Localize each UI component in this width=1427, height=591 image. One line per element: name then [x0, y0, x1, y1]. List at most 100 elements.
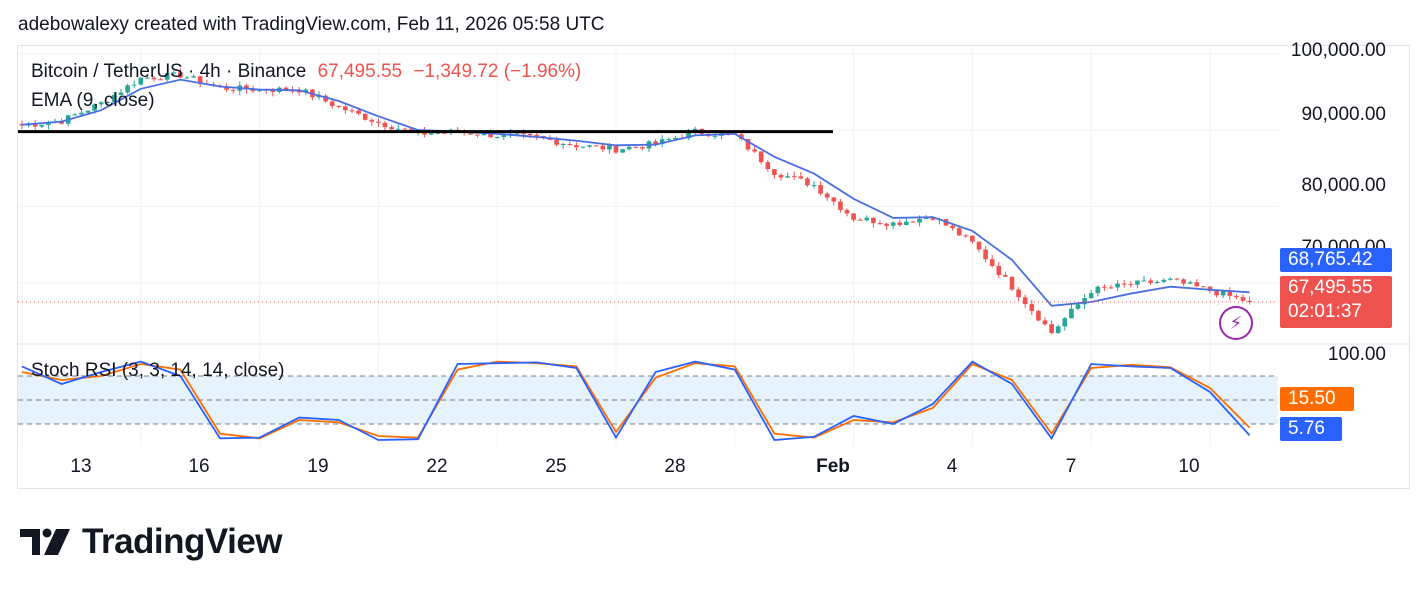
- candle-up: [1135, 280, 1140, 285]
- price-tick-80000: 80,000.00: [1301, 175, 1386, 196]
- time-tick: 19: [307, 456, 329, 477]
- candle-down: [567, 143, 573, 146]
- candle-up: [125, 85, 130, 93]
- candle-down: [1003, 275, 1008, 277]
- candle-down: [1029, 304, 1035, 311]
- candle-up: [587, 145, 592, 147]
- candle-down: [32, 124, 38, 127]
- lightning-icon[interactable]: ⚡: [1219, 306, 1253, 340]
- ema-layer: [21, 78, 1250, 307]
- candle-down: [758, 151, 764, 163]
- candle-down: [1108, 287, 1114, 289]
- candle-down: [1049, 324, 1054, 333]
- candle-down: [976, 241, 982, 250]
- stoch-rsi-legend[interactable]: Stoch RSI (3, 3, 14, 14, close): [31, 360, 285, 381]
- candle-down: [362, 113, 368, 120]
- candle-up: [79, 112, 84, 115]
- candle-down: [1016, 289, 1021, 298]
- candle-down: [250, 89, 256, 92]
- candle-up: [1115, 283, 1120, 288]
- candle-down: [244, 85, 249, 90]
- candle-down: [369, 119, 375, 122]
- candle-up: [1161, 279, 1167, 282]
- candle-down: [996, 265, 1002, 276]
- candle-down: [376, 121, 381, 123]
- candle-down: [600, 145, 606, 150]
- candle-up: [395, 128, 401, 130]
- candle-down: [1174, 278, 1180, 280]
- candle-up: [184, 77, 190, 79]
- candle-up: [923, 218, 929, 220]
- candle-down: [382, 122, 388, 128]
- candle-up: [131, 84, 137, 86]
- candle-down: [1201, 286, 1206, 288]
- ema-line: [21, 78, 1250, 307]
- candle-down: [1207, 286, 1213, 291]
- candle-up: [673, 137, 678, 140]
- chart-frame: [17, 45, 1410, 489]
- candle-down: [725, 132, 731, 134]
- candle-down: [613, 145, 619, 153]
- price-tick-90000: 90,000.00: [1301, 104, 1386, 125]
- time-tick-month: Feb: [816, 456, 850, 477]
- candle-down: [983, 249, 988, 260]
- candle-down: [884, 223, 889, 226]
- candle-down: [765, 162, 771, 170]
- candle-layer: [19, 68, 1252, 335]
- misc-layer: [18, 130, 1278, 303]
- candle-down: [950, 225, 955, 229]
- time-tick: 10: [1178, 456, 1200, 477]
- candle-up: [39, 124, 45, 127]
- candle-down: [296, 90, 302, 93]
- candle-down: [409, 128, 414, 131]
- candle-up: [620, 149, 625, 153]
- time-tick: 25: [545, 456, 567, 477]
- candle-down: [1148, 280, 1153, 284]
- candle-up: [501, 133, 507, 137]
- symbol-legend[interactable]: Bitcoin / TetherUS · 4h · Binance 67,495…: [31, 61, 581, 83]
- candle-up: [92, 104, 97, 111]
- candle-countdown: 02:01:37: [1288, 301, 1362, 322]
- candle-down: [818, 185, 823, 194]
- candle-down: [791, 176, 797, 178]
- candle-up: [428, 133, 434, 135]
- candle-down: [323, 95, 328, 102]
- candle-down: [857, 219, 863, 221]
- candle-down: [283, 87, 289, 91]
- time-tick: 16: [188, 456, 210, 477]
- candle-down: [468, 132, 474, 135]
- candle-up: [1187, 282, 1193, 284]
- candle-down: [1194, 282, 1200, 287]
- candle-up: [659, 139, 665, 145]
- candle-down: [197, 76, 203, 84]
- candle-up: [138, 77, 144, 85]
- ema-legend[interactable]: EMA (9, close): [31, 90, 155, 111]
- candle-down: [824, 193, 830, 198]
- candle-down: [270, 90, 276, 92]
- time-tick: 4: [946, 456, 958, 477]
- candle-down: [1128, 284, 1134, 286]
- candle-up: [1055, 326, 1061, 333]
- candle-down: [930, 218, 936, 220]
- candle-down: [970, 235, 975, 242]
- candle-up: [686, 131, 691, 139]
- candle-down: [574, 145, 579, 148]
- candle-up: [171, 72, 177, 74]
- candle-down: [593, 145, 599, 147]
- candle-up: [811, 185, 817, 187]
- candle-up: [145, 77, 150, 79]
- candle-down: [534, 134, 540, 136]
- candle-up: [626, 146, 632, 150]
- candle-down: [989, 259, 995, 266]
- candle-down: [527, 133, 533, 135]
- time-tick: 7: [1065, 456, 1077, 477]
- candle-down: [336, 106, 342, 108]
- tradingview-logo[interactable]: TradingView: [20, 522, 283, 562]
- tradingview-logo-icon: [20, 528, 70, 555]
- candle-down: [844, 209, 850, 214]
- candle-down: [1227, 291, 1233, 296]
- candle-up: [72, 114, 78, 116]
- candle-down: [349, 110, 355, 112]
- candle-down: [805, 178, 810, 186]
